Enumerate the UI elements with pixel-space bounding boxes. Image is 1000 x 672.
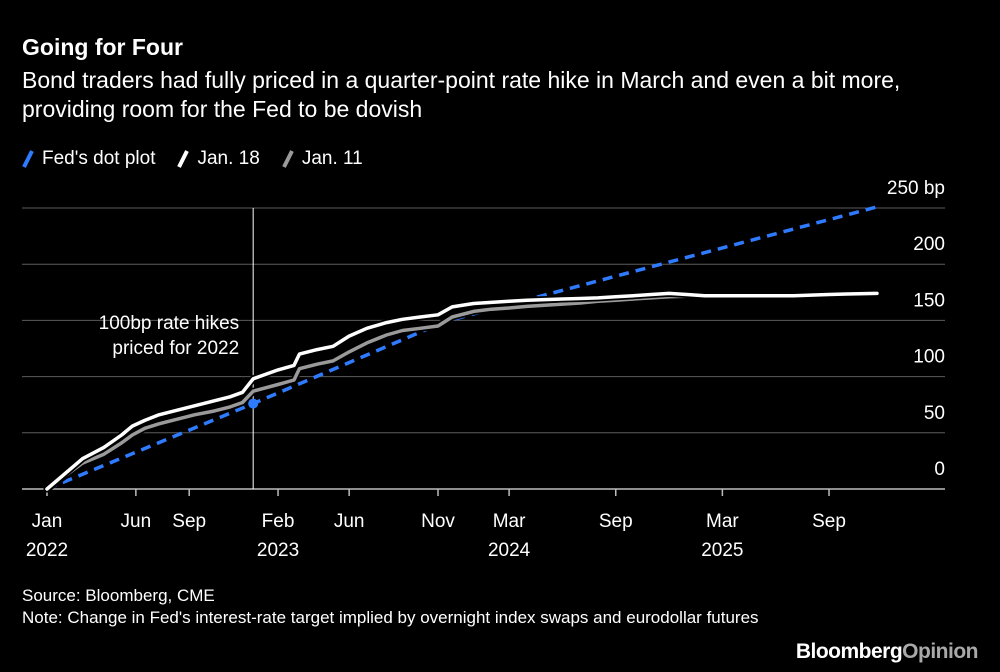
x-tick-label-8: Mar	[706, 511, 739, 532]
y-tick-label-250: 250 bp	[887, 178, 945, 199]
methodology-note: Note: Change in Fed's interest-rate targ…	[22, 608, 759, 627]
x-tick-label-5: Nov	[421, 511, 455, 532]
x-tick-label-0: Jan	[32, 511, 63, 532]
legend-label-dot-plot: Fed's dot plot	[42, 148, 156, 169]
brand-logo-part2: Opinion	[902, 640, 978, 663]
series-line-jan-18	[45, 291, 879, 491]
annotation-text-line-2: priced for 2022	[112, 338, 239, 359]
legend-item-dot-plot: Fed's dot plot	[22, 148, 155, 170]
legend-item-jan-11: Jan. 11	[282, 148, 363, 170]
legend-swatch-dot-plot	[22, 149, 34, 169]
y-tick-label-200: 200	[913, 234, 945, 255]
legend-label-jan-18: Jan. 18	[197, 148, 260, 169]
legend: Fed's dot plot Jan. 18 Jan. 11	[22, 148, 385, 170]
series-line-fed-s-dot-plot	[46, 205, 878, 491]
brand-logo: BloombergOpinion	[795, 640, 979, 664]
x-tick-label-4: Jun	[334, 511, 365, 532]
legend-item-jan-18: Jan. 18	[177, 148, 260, 170]
source-note: Source: Bloomberg, CME	[22, 586, 215, 605]
brand-logo-part1: Bloomberg	[795, 640, 903, 663]
legend-label-jan-11: Jan. 11	[301, 148, 363, 169]
annotation-text-line-1: 100bp rate hikes	[99, 313, 240, 334]
y-tick-label-150: 150	[913, 290, 945, 311]
y-tick-label-50: 50	[924, 403, 945, 424]
y-tick-label-100: 100	[913, 347, 945, 368]
legend-swatch-jan-11	[282, 149, 294, 169]
x-tick-label-3: Feb	[262, 511, 295, 532]
x-tick-year-8: 2025	[701, 540, 743, 561]
x-tick-label-9: Sep	[812, 511, 846, 532]
x-tick-label-1: Jun	[121, 511, 152, 532]
y-tick-label-0: 0	[934, 459, 945, 480]
x-tick-label-6: Mar	[493, 511, 526, 532]
annotation-marker	[248, 398, 259, 409]
x-tick-label-2: Sep	[172, 511, 206, 532]
x-tick-year-3: 2023	[257, 540, 299, 561]
chart-subtitle: Bond traders had fully priced in a quart…	[22, 67, 901, 122]
chart-title: Going for Four	[22, 34, 183, 60]
x-tick-year-6: 2024	[488, 540, 531, 561]
x-tick-year-0: 2022	[26, 540, 68, 561]
legend-swatch-jan-18	[177, 149, 190, 169]
footer: Source: Bloomberg, CME Note: Change in F…	[22, 585, 782, 629]
x-tick-label-7: Sep	[599, 511, 633, 532]
